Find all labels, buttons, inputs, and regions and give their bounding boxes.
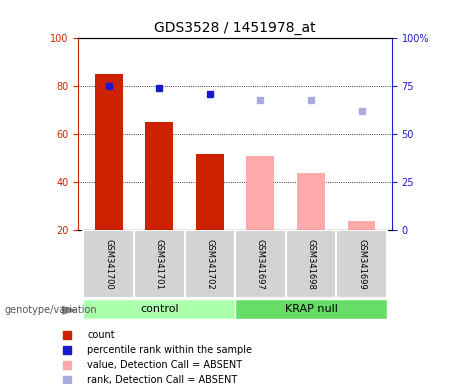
Bar	[134, 230, 184, 298]
Text: GSM341701: GSM341701	[155, 238, 164, 290]
Text: count: count	[87, 330, 115, 340]
Text: control: control	[140, 304, 178, 314]
Bar	[348, 221, 375, 230]
Text: KRAP null: KRAP null	[284, 304, 337, 314]
Bar	[145, 122, 173, 230]
Bar	[95, 74, 123, 230]
Text: GSM341697: GSM341697	[256, 238, 265, 290]
Bar	[297, 173, 325, 230]
Bar	[196, 154, 224, 230]
Bar	[83, 299, 235, 319]
Text: GSM341702: GSM341702	[205, 238, 214, 290]
Bar	[286, 230, 336, 298]
Text: genotype/variation: genotype/variation	[5, 305, 97, 315]
Text: GSM341700: GSM341700	[104, 238, 113, 290]
Text: GSM341698: GSM341698	[307, 238, 315, 290]
Bar	[336, 230, 387, 298]
Text: GDS3528 / 1451978_at: GDS3528 / 1451978_at	[154, 21, 316, 35]
Text: rank, Detection Call = ABSENT: rank, Detection Call = ABSENT	[87, 375, 237, 384]
Bar	[235, 299, 387, 319]
Polygon shape	[62, 306, 75, 314]
Bar	[184, 230, 235, 298]
Text: GSM341699: GSM341699	[357, 238, 366, 290]
Bar	[235, 230, 286, 298]
Bar	[83, 230, 134, 298]
Text: percentile rank within the sample: percentile rank within the sample	[87, 345, 252, 355]
Bar	[247, 156, 274, 230]
Text: value, Detection Call = ABSENT: value, Detection Call = ABSENT	[87, 360, 242, 370]
